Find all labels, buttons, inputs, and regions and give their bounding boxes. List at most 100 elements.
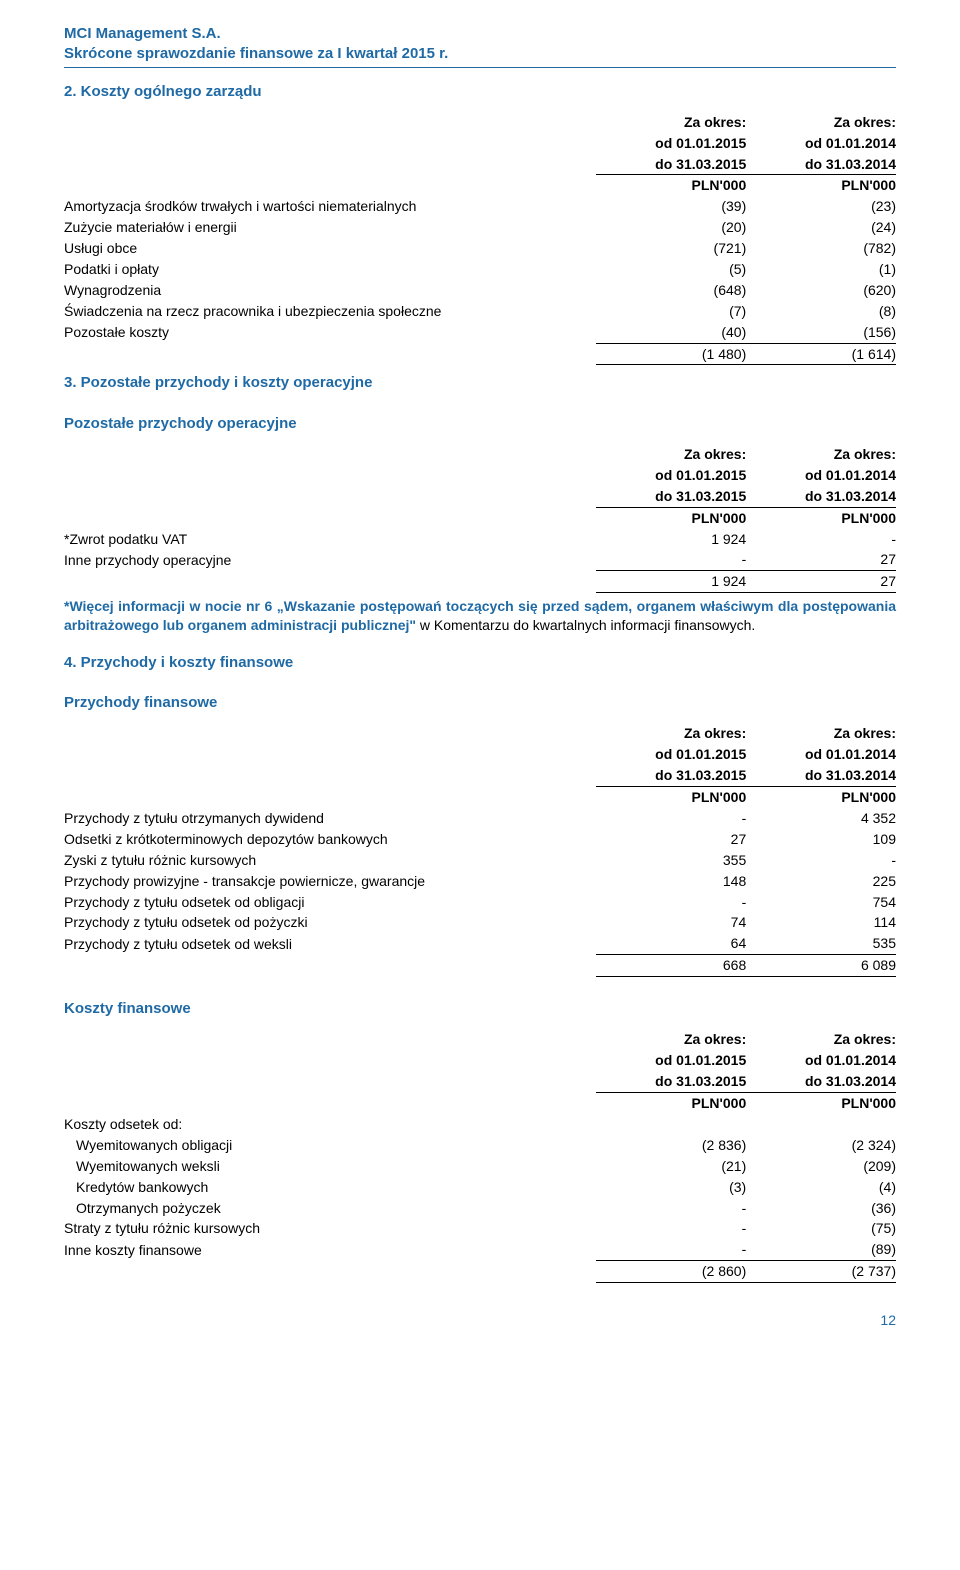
colhdr-to: do 31.03.2014 [746,486,896,507]
table-row: Zużycie materiałów i energii(20)(24) [64,217,896,238]
colhdr-period: Za okres: [596,1029,746,1050]
colhdr-period: Za okres: [746,444,896,465]
colhdr-from: od 01.01.2014 [746,1050,896,1071]
table-row: Pozostałe koszty(40)(156) [64,322,896,343]
colhdr-unit: PLN'000 [746,507,896,528]
row-label: Kredytów bankowych [64,1177,596,1198]
colhdr-from: od 01.01.2014 [746,465,896,486]
row-val: 355 [596,850,746,871]
row-val: (2 737) [746,1261,896,1283]
row-label: Przychody z tytułu odsetek od obligacji [64,892,596,913]
table-row: Świadczenia na rzecz pracownika i ubezpi… [64,301,896,322]
section-3-subtitle: Pozostałe przychody operacyjne [64,414,896,434]
table-header-row: PLN'000 PLN'000 [64,787,896,808]
row-val: (7) [596,301,746,322]
row-label: Wyemitowanych obligacji [64,1135,596,1156]
row-val: (4) [746,1177,896,1198]
row-val: (1 480) [596,343,746,365]
table-header-row: od 01.01.2015 od 01.01.2014 [64,1050,896,1071]
row-label: Zużycie materiałów i energii [64,217,596,238]
colhdr-unit: PLN'000 [746,175,896,196]
row-val: 1 924 [596,529,746,550]
colhdr-unit: PLN'000 [596,1093,746,1114]
section-2-title: 2. Koszty ogólnego zarządu [64,82,896,102]
row-val: - [596,549,746,570]
row-val: (209) [746,1156,896,1177]
table-header-row: Za okres: Za okres: [64,1029,896,1050]
section-4-title: 4. Przychody i koszty finansowe [64,653,896,673]
table-total: 6686 089 [64,955,896,977]
table-row: Przychody z tytułu odsetek od weksli6453… [64,933,896,954]
colhdr-to: do 31.03.2014 [746,765,896,786]
table-row: Przychody z tytułu odsetek od pożyczki74… [64,912,896,933]
section-4-sub1: Przychody finansowe [64,693,896,713]
table-header-row: Za okres: Za okres: [64,112,896,133]
row-val: (1 614) [746,343,896,365]
row-val: 225 [746,871,896,892]
colhdr-from: od 01.01.2015 [596,744,746,765]
row-val: 148 [596,871,746,892]
table-total: 1 92427 [64,571,896,593]
row-val: (156) [746,322,896,343]
table-header-row: od 01.01.2015 od 01.01.2014 [64,744,896,765]
header-rule [64,67,896,68]
table-row: Otrzymanych pożyczek-(36) [64,1198,896,1219]
row-val: 109 [746,829,896,850]
row-val: - [596,808,746,829]
row-label: Inne przychody operacyjne [64,549,596,570]
table-row: Amortyzacja środków trwałych i wartości … [64,196,896,217]
row-label: Otrzymanych pożyczek [64,1198,596,1219]
row-label: Przychody z tytułu otrzymanych dywidend [64,808,596,829]
page-number: 12 [64,1311,896,1330]
row-val: 74 [596,912,746,933]
row-label: *Zwrot podatku VAT [64,529,596,550]
colhdr-unit: PLN'000 [596,787,746,808]
row-val: (2 324) [746,1135,896,1156]
row-val: 27 [746,549,896,570]
section-3-title: 3. Pozostałe przychody i koszty operacyj… [64,373,896,393]
table-row: Zyski z tytułu różnic kursowych355- [64,850,896,871]
row-val: 27 [596,829,746,850]
row-val: (1) [746,259,896,280]
colhdr-unit: PLN'000 [746,787,896,808]
table-header-row: do 31.03.2015 do 31.03.2014 [64,154,896,175]
row-val: - [596,1239,746,1260]
row-val: 4 352 [746,808,896,829]
colhdr-from: od 01.01.2014 [746,133,896,154]
note-tail: w Komentarzu do kwartalnych informacji f… [416,617,755,633]
table-row: Przychody prowizyjne - transakcje powier… [64,871,896,892]
row-val: (75) [746,1218,896,1239]
colhdr-to: do 31.03.2014 [746,154,896,175]
row-label: Wynagrodzenia [64,280,596,301]
table-row: Odsetki z krótkoterminowych depozytów ba… [64,829,896,850]
row-val: (648) [596,280,746,301]
colhdr-period: Za okres: [596,723,746,744]
row-val: - [596,892,746,913]
table-header-row: do 31.03.2015 do 31.03.2014 [64,765,896,786]
row-val: 535 [746,933,896,954]
doc-subtitle: Skrócone sprawozdanie finansowe za I kwa… [64,44,896,64]
colhdr-from: od 01.01.2014 [746,744,896,765]
row-val: (5) [596,259,746,280]
colhdr-to: do 31.03.2014 [746,1071,896,1092]
table-row: Przychody z tytułu odsetek od obligacji-… [64,892,896,913]
colhdr-to: do 31.03.2015 [596,1071,746,1092]
row-label: Przychody prowizyjne - transakcje powier… [64,871,596,892]
row-val: (39) [596,196,746,217]
row-val: 668 [596,955,746,977]
section-4-sub2: Koszty finansowe [64,999,896,1019]
row-label: Koszty odsetek od: [64,1114,596,1135]
table-row: Inne koszty finansowe-(89) [64,1239,896,1260]
table-row: Wynagrodzenia(648)(620) [64,280,896,301]
row-val: (721) [596,238,746,259]
row-label: Amortyzacja środków trwałych i wartości … [64,196,596,217]
row-val: (21) [596,1156,746,1177]
table-row: Kredytów bankowych(3)(4) [64,1177,896,1198]
colhdr-to: do 31.03.2015 [596,154,746,175]
table-row: Straty z tytułu różnic kursowych-(75) [64,1218,896,1239]
row-val: (36) [746,1198,896,1219]
row-label: Straty z tytułu różnic kursowych [64,1218,596,1239]
row-label: Inne koszty finansowe [64,1239,596,1260]
table-header-row: Za okres: Za okres: [64,444,896,465]
colhdr-from: od 01.01.2015 [596,133,746,154]
